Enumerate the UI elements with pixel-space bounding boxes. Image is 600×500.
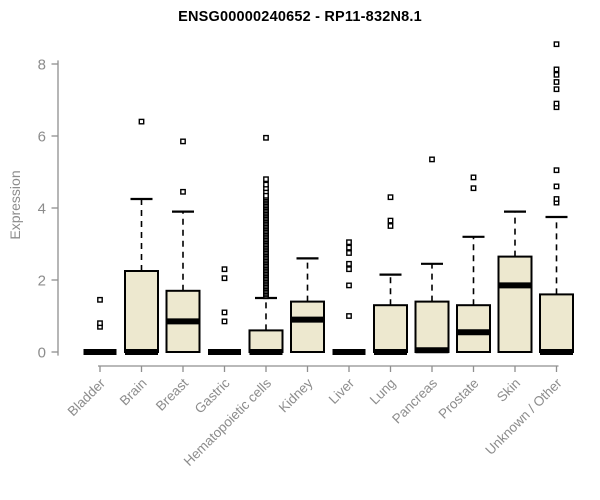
- x-tick-label: Skin: [494, 376, 523, 405]
- x-tick-label: Kidney: [276, 375, 316, 415]
- outlier-point: [346, 250, 352, 256]
- x-tick-label: Prostate: [435, 376, 481, 422]
- x-tick-label: Liver: [326, 375, 358, 407]
- outlier-point: [553, 79, 560, 85]
- box-1: [124, 270, 159, 353]
- outlier-point: [387, 194, 394, 201]
- outlier-point: [553, 167, 560, 174]
- x-tick-label: Pancreas: [389, 375, 440, 426]
- y-tick-label: 8: [38, 57, 46, 74]
- outlier-point: [346, 239, 352, 246]
- x-tick-label: Brain: [117, 376, 150, 409]
- outlier-point: [180, 188, 186, 195]
- outlier-point: [346, 260, 352, 267]
- outlier-point: [553, 66, 560, 73]
- box-9: [456, 304, 491, 354]
- box-11: [539, 293, 574, 353]
- outlier-point: [346, 266, 352, 273]
- box-8: [414, 300, 450, 354]
- y-tick-label: 0: [38, 345, 46, 362]
- outlier-point: [180, 138, 186, 145]
- outlier-point: [97, 320, 103, 327]
- outlier-point: [553, 196, 560, 202]
- outlier-point: [263, 176, 269, 183]
- outlier-point: [97, 296, 103, 303]
- outlier-point: [553, 100, 560, 107]
- outlier-point: [346, 313, 352, 319]
- outlier-point: [221, 275, 228, 282]
- outlier-point: [553, 183, 560, 190]
- outlier-point: [221, 309, 228, 316]
- x-tick-label: Bladder: [65, 375, 109, 419]
- x-tick-label: Lung: [367, 376, 399, 408]
- outlier-point: [387, 217, 394, 224]
- outlier-point: [470, 174, 477, 181]
- outlier-point: [263, 134, 269, 141]
- outlier-point: [346, 244, 352, 251]
- outlier-point: [553, 71, 560, 78]
- box-7: [373, 304, 408, 354]
- outlier-point: [346, 282, 352, 289]
- box-10: [497, 255, 533, 354]
- outlier-point: [138, 118, 145, 125]
- outlier-point: [553, 41, 560, 48]
- outlier-point: [221, 266, 228, 273]
- outlier-point: [221, 318, 228, 325]
- y-tick-label: 4: [38, 201, 46, 218]
- x-tick-label: Breast: [153, 375, 191, 413]
- outlier-point: [553, 86, 560, 93]
- outlier-point: [263, 181, 269, 188]
- y-tick-label: 2: [38, 273, 46, 290]
- y-tick-label: 6: [38, 129, 46, 146]
- box-5: [290, 300, 325, 354]
- x-tick-label: Gastric: [192, 375, 233, 416]
- box-4: [248, 329, 284, 353]
- chart-title: ENSG00000240652 - RP11-832N8.1: [178, 9, 422, 25]
- outlier-point: [470, 185, 477, 192]
- outlier-point: [263, 192, 269, 199]
- outlier-point: [429, 156, 435, 163]
- outlier-point: [387, 223, 394, 229]
- x-tick-label: Unknown / Other: [482, 375, 565, 458]
